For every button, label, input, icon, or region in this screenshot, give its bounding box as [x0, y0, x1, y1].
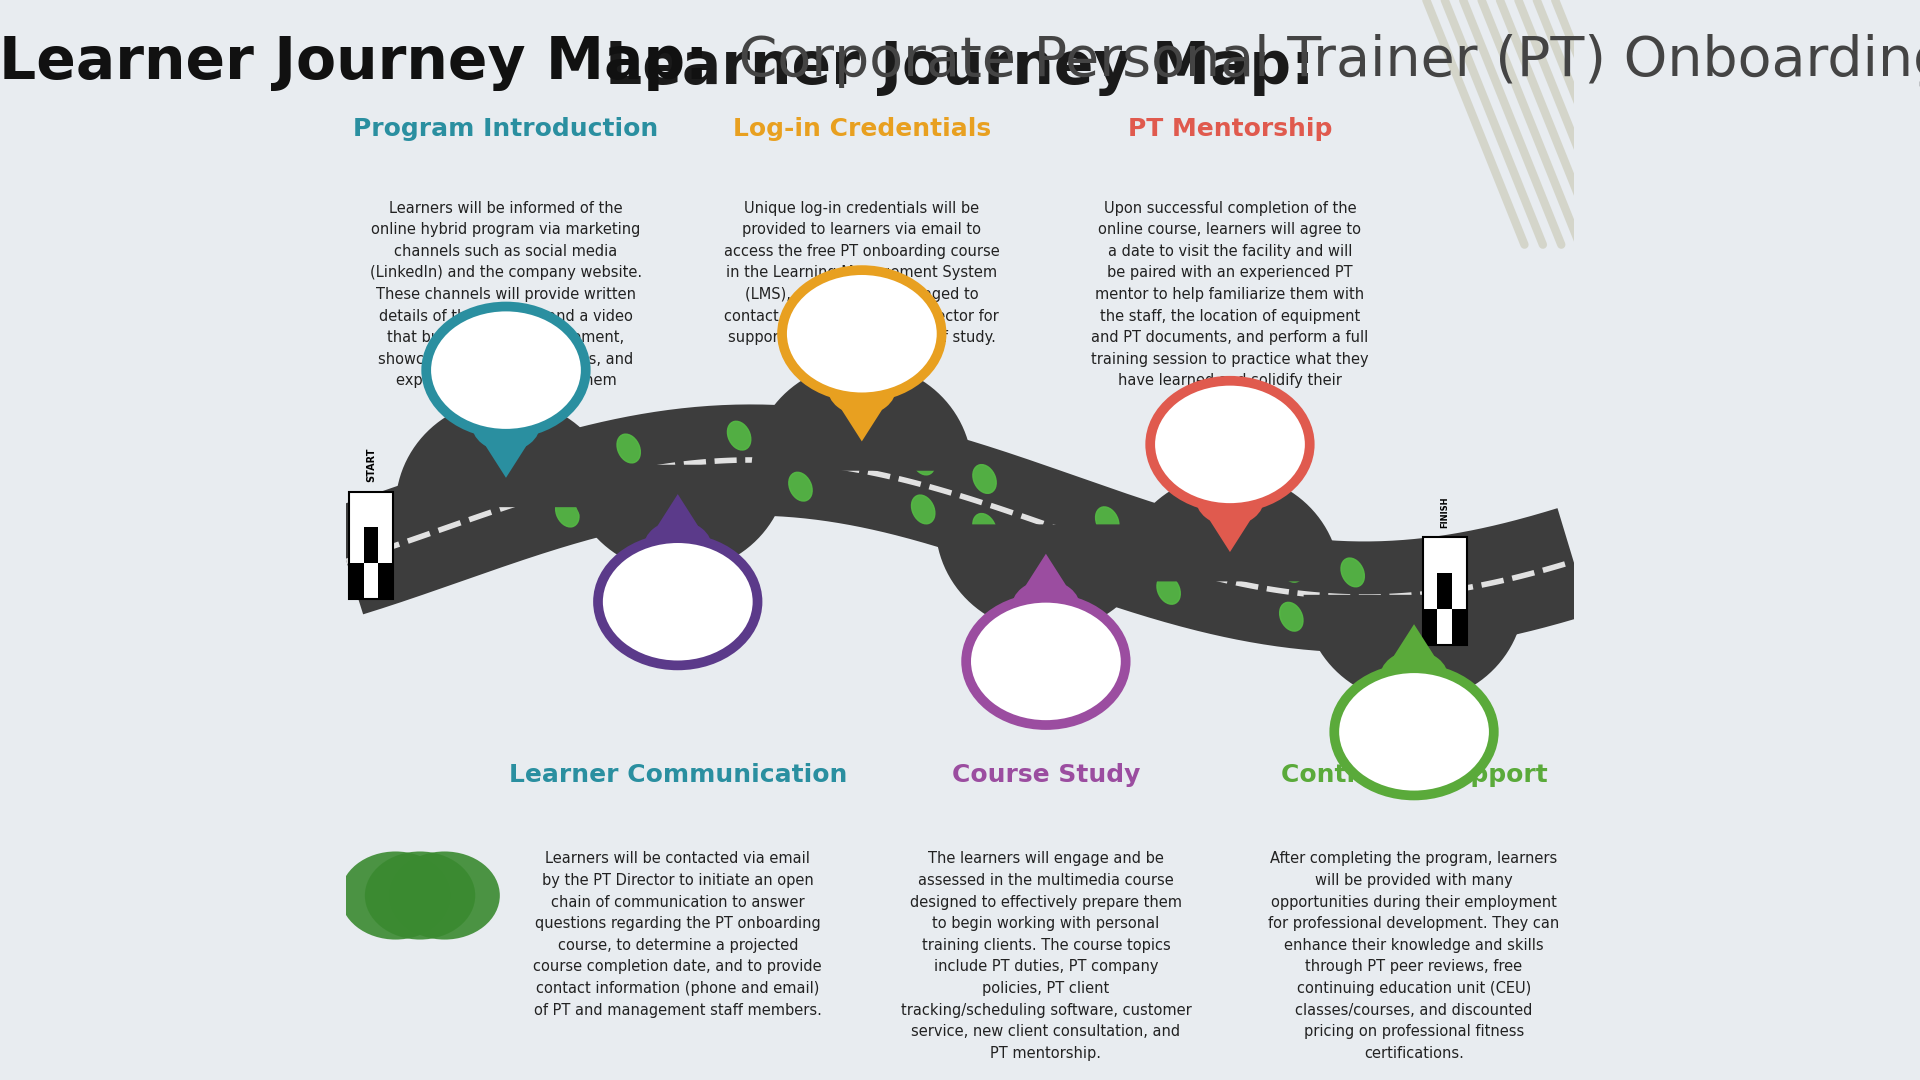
Circle shape [781, 270, 941, 397]
Bar [378, 563, 394, 599]
Text: FINISH: FINISH [1440, 496, 1450, 528]
Polygon shape [472, 424, 540, 477]
Circle shape [1380, 650, 1448, 705]
Ellipse shape [728, 470, 751, 499]
Ellipse shape [1158, 527, 1181, 555]
Polygon shape [396, 400, 616, 508]
Ellipse shape [555, 449, 580, 478]
Ellipse shape [789, 472, 812, 501]
Text: The learners will engage and be
assessed in the multimedia course
designed to ef: The learners will engage and be assessed… [900, 851, 1190, 1061]
Text: Unique log-in credentials will be
provided to learners via email to
access the f: Unique log-in credentials will be provid… [724, 201, 1000, 346]
Ellipse shape [555, 498, 580, 527]
Ellipse shape [789, 423, 812, 453]
Text: PT Mentorship: PT Mentorship [1127, 118, 1332, 141]
Polygon shape [828, 388, 897, 442]
Text: Corporate Personal Trainer (PT) Onboarding: Corporate Personal Trainer (PT) Onboardi… [720, 35, 1920, 89]
Text: Learner Journey Map:: Learner Journey Map: [605, 39, 1315, 96]
Text: START: START [367, 447, 376, 482]
Circle shape [1196, 471, 1265, 526]
Polygon shape [1380, 624, 1448, 678]
Text: Learners will be contacted via email
by the PT Director to initiate an open
chai: Learners will be contacted via email by … [534, 851, 822, 1017]
Ellipse shape [912, 446, 935, 475]
Polygon shape [751, 363, 972, 471]
Ellipse shape [1279, 603, 1304, 631]
Text: Course Study: Course Study [952, 764, 1140, 787]
FancyBboxPatch shape [1423, 538, 1467, 645]
Circle shape [828, 360, 897, 415]
Bar [1423, 609, 1438, 645]
Ellipse shape [616, 434, 641, 463]
Circle shape [426, 307, 586, 434]
Text: Learner Communication: Learner Communication [509, 764, 847, 787]
Text: Learners will be informed of the
online hybrid program via marketing
channels su: Learners will be informed of the online … [371, 201, 641, 410]
Polygon shape [1196, 498, 1265, 552]
Polygon shape [935, 525, 1156, 632]
Text: Program Introduction: Program Introduction [353, 118, 659, 141]
Bar [363, 527, 378, 563]
Circle shape [643, 521, 712, 576]
Ellipse shape [912, 495, 935, 524]
Circle shape [340, 851, 451, 940]
Text: Learner Journey Map:: Learner Journey Map: [0, 35, 708, 91]
Bar [1452, 609, 1467, 645]
Text: Continued Support: Continued Support [1281, 764, 1548, 787]
Circle shape [966, 598, 1125, 725]
Bar [1438, 572, 1452, 609]
Circle shape [365, 851, 476, 940]
Circle shape [1150, 381, 1309, 508]
Ellipse shape [1340, 607, 1365, 636]
FancyBboxPatch shape [349, 491, 394, 599]
Circle shape [472, 396, 540, 451]
Polygon shape [1304, 595, 1524, 702]
Ellipse shape [728, 421, 751, 450]
Circle shape [1012, 580, 1081, 635]
Circle shape [390, 851, 499, 940]
Polygon shape [643, 494, 712, 548]
Ellipse shape [973, 464, 996, 494]
Polygon shape [1119, 474, 1340, 581]
Ellipse shape [1340, 558, 1365, 586]
Ellipse shape [1279, 553, 1304, 582]
Text: Learner Journey Map: Corporate Personal Trainer (PT) Onboarding: Learner Journey Map: Corporate Personal … [0, 39, 1920, 96]
Circle shape [597, 538, 758, 665]
Ellipse shape [973, 514, 996, 542]
Ellipse shape [616, 483, 641, 512]
Text: Upon successful completion of the
online course, learners will agree to
a date t: Upon successful completion of the online… [1091, 201, 1369, 410]
Text: Log-in Credentials: Log-in Credentials [733, 118, 991, 141]
Ellipse shape [1096, 507, 1119, 536]
Bar [349, 563, 363, 599]
Ellipse shape [1096, 556, 1119, 584]
Polygon shape [566, 464, 789, 572]
Text: After completing the program, learners
will be provided with many
opportunities : After completing the program, learners w… [1269, 851, 1559, 1061]
Circle shape [1334, 669, 1494, 796]
Polygon shape [1012, 554, 1081, 608]
Ellipse shape [1158, 576, 1181, 604]
